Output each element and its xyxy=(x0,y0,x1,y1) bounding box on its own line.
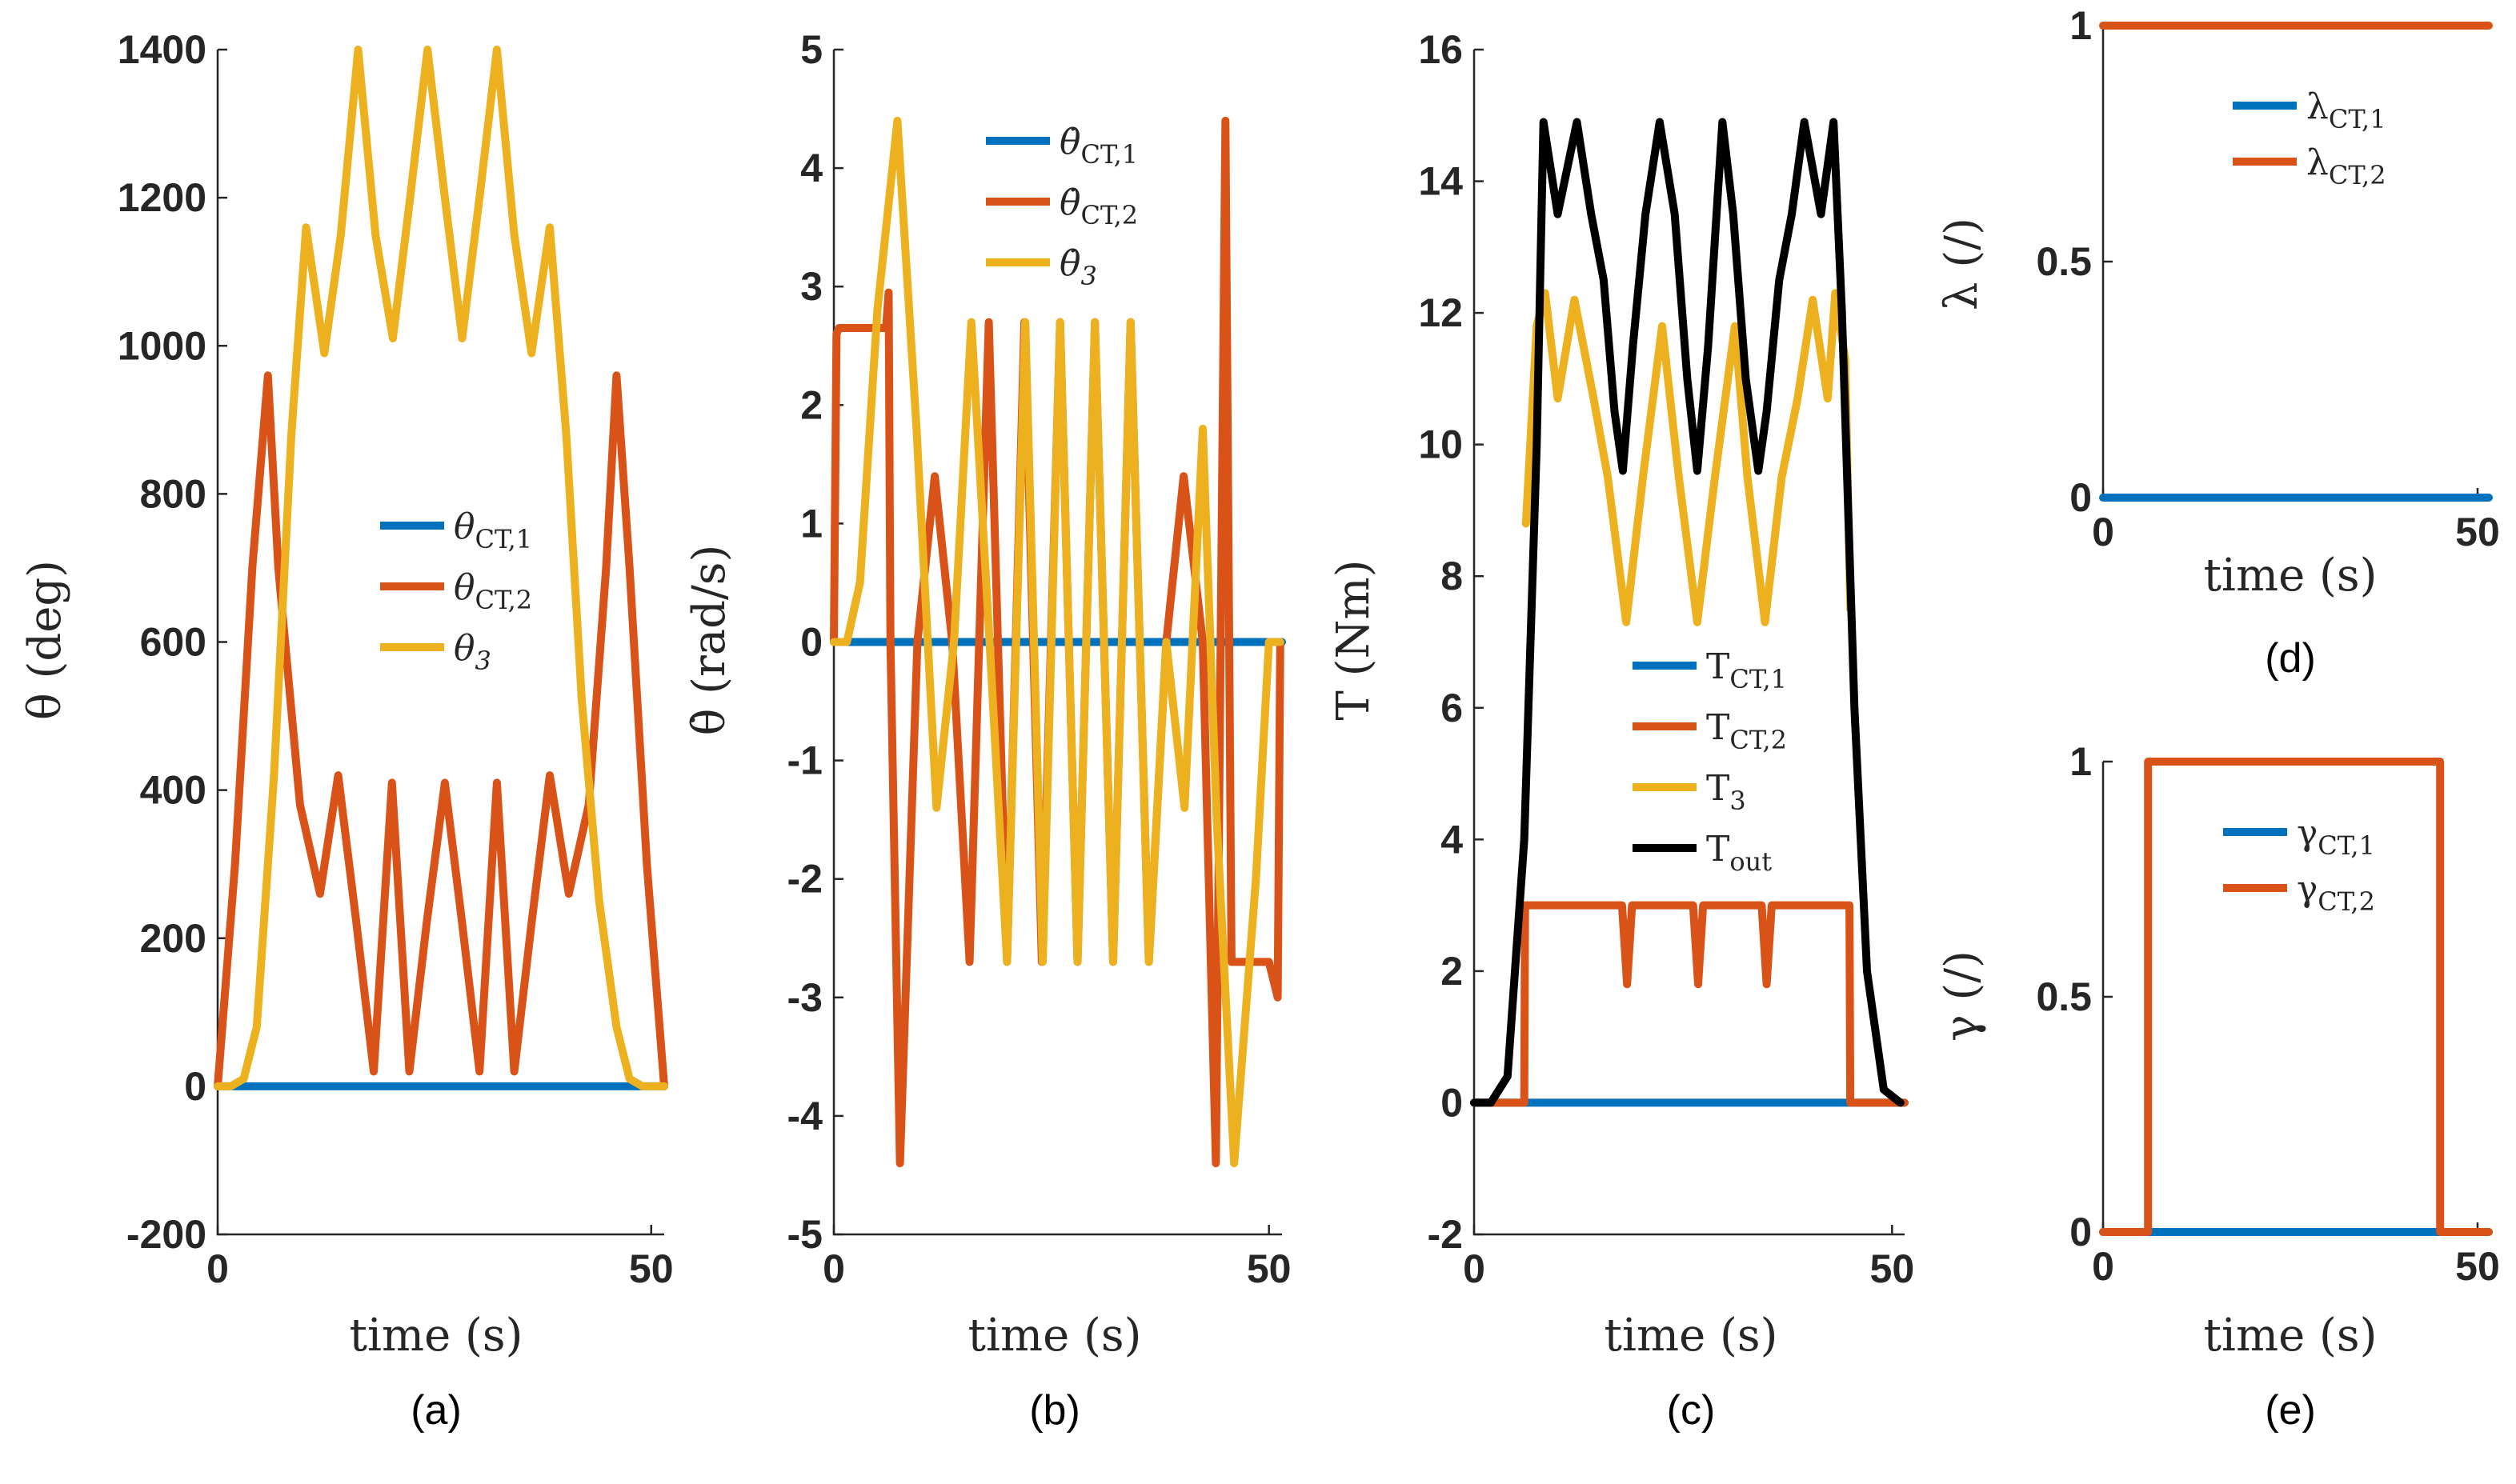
y-tick-label: -5 xyxy=(787,1212,823,1257)
series-line-a-3 xyxy=(214,46,668,1090)
y-tick-label: 2 xyxy=(1440,949,1463,994)
y-tick-label: 1 xyxy=(2069,3,2092,48)
panel-d: 0 0.5 1 0 50 time (s) λ (/) (d) λCT,1 λCT,2 xyxy=(1936,3,2500,682)
y-axis-label: T (Nm) xyxy=(1328,560,1380,721)
y-tick-label: 2 xyxy=(800,382,823,427)
legend-e: γCT,1 γCT,2 xyxy=(2223,813,2375,917)
y-tick-label: -200 xyxy=(126,1212,206,1257)
x-tick-label: 0 xyxy=(1463,1246,1485,1291)
y-tick-label: 400 xyxy=(140,768,206,813)
x-tick-label: 50 xyxy=(1870,1246,1915,1291)
legend-label: θ̇CT,1 xyxy=(1060,122,1138,170)
y-tick-label: 4 xyxy=(1440,817,1463,862)
series-line-c-4 xyxy=(1470,118,1905,1107)
y-tick-label: 0.5 xyxy=(2036,974,2092,1019)
y-tick-label: 1400 xyxy=(118,27,206,72)
series-line-a-2 xyxy=(214,371,668,1090)
y-tick-label: 0 xyxy=(184,1064,206,1109)
y-tick-label: 3 xyxy=(800,264,823,309)
y-axis-label: γ (/) xyxy=(1936,950,1988,1042)
y-tick-label: 0 xyxy=(2069,1210,2092,1254)
y-tick-label: 6 xyxy=(1440,686,1463,730)
y-tick-label: 5 xyxy=(800,27,823,72)
x-tick-label: 0 xyxy=(2092,1244,2114,1289)
y-axis-label: θ (deg) xyxy=(19,560,71,720)
series-line-e-2 xyxy=(2099,758,2493,1236)
x-axis-label: time (s) xyxy=(2204,550,2378,602)
y-axis-label: θ̇ (rad/s) xyxy=(683,545,735,736)
legend-label: Tout xyxy=(1706,829,1772,877)
y-tick-label: 14 xyxy=(1418,159,1463,204)
x-tick-label: 0 xyxy=(823,1246,845,1291)
x-tick-label: 50 xyxy=(1247,1246,1292,1291)
x-tick-label: 50 xyxy=(629,1246,674,1291)
panel-caption: (a) xyxy=(411,1387,462,1434)
legend-a: θCT,1 θCT,2 θ3 xyxy=(380,506,532,676)
legend-label: θCT,2 xyxy=(454,567,532,615)
y-tick-label: 12 xyxy=(1418,290,1463,335)
legend-label: γCT,2 xyxy=(2297,869,2375,917)
x-tick-label: 50 xyxy=(2455,510,2500,554)
y-tick-label: 16 xyxy=(1418,27,1463,72)
legend-label: θ̇3 xyxy=(1060,243,1097,291)
panel-caption: (d) xyxy=(2265,635,2316,682)
x-axis-label: time (s) xyxy=(350,1310,523,1362)
legend-label: θ3 xyxy=(454,628,491,676)
panel-caption: (c) xyxy=(1667,1387,1716,1434)
y-tick-label: -4 xyxy=(787,1094,823,1138)
legend-label: T3 xyxy=(1706,768,1746,816)
legend-c: TCT,1 TCT,2 T3 Tout xyxy=(1633,646,1787,877)
panel-caption: (e) xyxy=(2265,1387,2316,1434)
legend-label: TCT,1 xyxy=(1706,646,1787,694)
panel-e: 0 0.5 1 0 50 time (s) γ (/) (e) γCT,1 γCT,2 xyxy=(1936,739,2500,1434)
legend-label: θ̇CT,2 xyxy=(1060,182,1138,230)
series-line-b-3 xyxy=(830,116,1284,1168)
series-line-c-3 xyxy=(1521,289,1855,626)
x-tick-label: 0 xyxy=(2092,510,2114,554)
y-tick-label: 4 xyxy=(800,146,823,190)
legend-label: λCT,1 xyxy=(2306,86,2386,134)
x-axis-label: time (s) xyxy=(1605,1310,1778,1362)
legend-label: γCT,1 xyxy=(2297,813,2375,861)
y-tick-label: -3 xyxy=(787,975,823,1020)
y-axis-label: λ (/) xyxy=(1936,218,1988,310)
legend-b: θ̇CT,1 θ̇CT,2 θ̇3 xyxy=(986,122,1138,291)
panel-caption: (b) xyxy=(1029,1387,1080,1434)
y-tick-label: 200 xyxy=(140,916,206,961)
series-line-c-2 xyxy=(1470,901,1909,1107)
legend-label: TCT,2 xyxy=(1706,707,1787,755)
y-tick-label: 600 xyxy=(140,620,206,665)
y-tick-label: 1200 xyxy=(118,175,206,220)
x-axis-label: time (s) xyxy=(2204,1310,2378,1362)
y-tick-label: 1 xyxy=(800,501,823,546)
legend-label: θCT,1 xyxy=(454,506,532,554)
y-tick-label: 0 xyxy=(2069,475,2092,520)
y-tick-label: 0 xyxy=(1440,1080,1463,1125)
y-tick-label: -2 xyxy=(1428,1212,1463,1257)
legend-d: λCT,1 λCT,2 xyxy=(2233,86,2386,190)
y-tick-label: 1000 xyxy=(118,323,206,368)
y-tick-label: 1 xyxy=(2069,739,2092,784)
y-tick-label: 10 xyxy=(1418,422,1463,467)
x-tick-label: 0 xyxy=(206,1246,229,1291)
y-tick-label: 8 xyxy=(1440,554,1463,598)
axes-e xyxy=(2101,762,2489,1234)
axes-d xyxy=(2101,26,2489,499)
x-axis-label: time (s) xyxy=(968,1310,1142,1362)
y-tick-label: 0.5 xyxy=(2036,239,2092,284)
y-tick-label: 0 xyxy=(800,620,823,665)
y-tick-label: 800 xyxy=(140,471,206,516)
legend-label: λCT,2 xyxy=(2306,142,2386,190)
y-tick-label: -2 xyxy=(787,857,823,902)
y-tick-label: -1 xyxy=(787,738,823,783)
x-tick-label: 50 xyxy=(2455,1244,2500,1289)
